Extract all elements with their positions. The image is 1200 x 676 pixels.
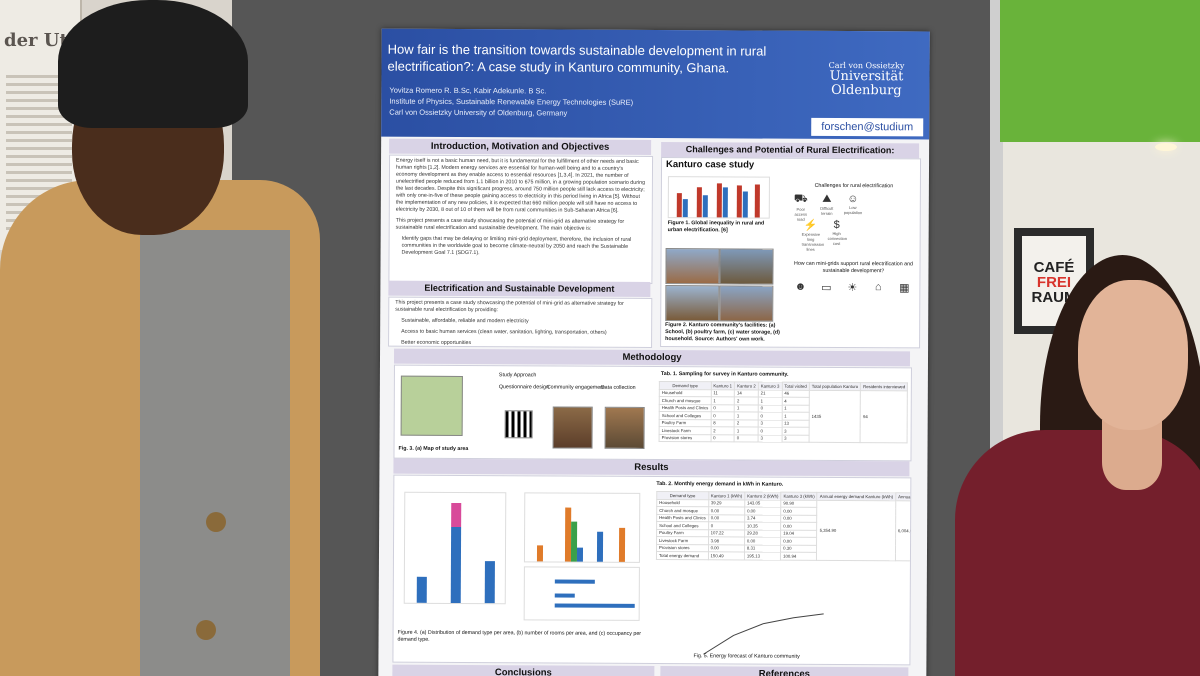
study-area-map bbox=[400, 375, 463, 436]
tab1-header-cell: Kanturo 1 bbox=[710, 381, 735, 390]
tab2-header-cell: Kanturo 1 (kWh) bbox=[708, 491, 745, 500]
road-icon: ⛟ Poor access road bbox=[792, 193, 810, 222]
poster-header: How fair is the transition towards susta… bbox=[381, 28, 930, 140]
challenges-title: Challenges for rural electrification bbox=[814, 182, 894, 190]
section-intro-heading: Introduction, Motivation and Objectives bbox=[389, 138, 652, 155]
figure-4c-chart bbox=[523, 566, 640, 621]
tab2-annual: 5,354.90 bbox=[816, 499, 896, 561]
woman-neck bbox=[1102, 420, 1162, 490]
minigrid-icons-row: ☻ ▭ ☀ ⌂ ▦ bbox=[791, 281, 913, 295]
challenges-icons-row-1: ⛟ Poor access road ⛰ Difficult terrain ☺ Lo… bbox=[792, 193, 862, 222]
poster-title: How fair is the transition towards susta… bbox=[387, 41, 767, 76]
challenges-icons-row-2: ⚡ Expensive long transmission lines $ High… bbox=[801, 218, 848, 252]
transmission-icon-label: Expensive long transmission lines bbox=[801, 231, 825, 252]
green-wall-panel bbox=[1000, 0, 1200, 142]
research-poster: How fair is the transition towards susta… bbox=[378, 28, 930, 676]
results-panel: Figure 4. (a) Distribution of demand typ… bbox=[392, 474, 912, 666]
intro-text: Energy itself is not a basic human need,… bbox=[395, 157, 646, 214]
photo-poultry-farm bbox=[719, 248, 774, 285]
cost-icon: $ High connection cost bbox=[827, 218, 848, 246]
table-1: Demand type Kanturo 1 Kanturo 2 Kanturo … bbox=[659, 381, 909, 443]
factory-icon: ▦ bbox=[899, 282, 910, 295]
solar-icon: ☀ bbox=[847, 282, 858, 295]
photo-school bbox=[665, 248, 720, 285]
figure-5-caption: Fig. 5. Energy forecast of Kanturo commu… bbox=[693, 653, 800, 660]
figure-4a-chart bbox=[403, 491, 507, 605]
electrification-text: This project presents a case study showc… bbox=[395, 299, 624, 314]
man-sweater bbox=[140, 230, 290, 676]
sign-line-2: FREI bbox=[1036, 274, 1072, 291]
community-photo bbox=[552, 406, 593, 449]
coat-button bbox=[206, 512, 226, 532]
population-icon: ☺ Low population bbox=[843, 193, 863, 216]
woman-face bbox=[1078, 280, 1188, 430]
minigrid-question: How can mini-grids support rural electri… bbox=[794, 260, 913, 275]
ceiling-light bbox=[1155, 143, 1177, 151]
table-2: Demand type Kanturo 1 (kWh) Kanturo 2 (k… bbox=[656, 491, 912, 561]
poster-university: Carl von Ossietzky University of Oldenbu… bbox=[389, 107, 568, 118]
section-challenges-heading: Challenges and Potential of Rural Electr… bbox=[661, 142, 920, 159]
figure-4-caption: Figure 4. (a) Distribution of demand typ… bbox=[397, 629, 642, 643]
tab2-header-cell: Kanturo 2 (kWh) bbox=[744, 491, 781, 500]
figure-2-caption: Figure 2. Kanturo community's facilities… bbox=[665, 322, 780, 343]
transmission-tower-icon: ⚡ Expensive long transmission lines bbox=[801, 219, 825, 252]
intro-panel: Energy itself is not a basic human need,… bbox=[388, 154, 654, 284]
method-box-3: Data collection bbox=[600, 384, 636, 391]
table-2-caption: Tab. 2. Monthly energy demand in kWh in … bbox=[656, 481, 784, 488]
sign-line-1: CAFÉ bbox=[1033, 259, 1075, 276]
tab1-header-cell: Kanturo 3 bbox=[758, 382, 782, 390]
university-logo: Carl von Ossietzky Universität Oldenburg bbox=[811, 61, 921, 99]
section-electrification-heading: Electrification and Sustainable Developm… bbox=[388, 280, 651, 297]
cost-icon-label: High connection cost bbox=[827, 230, 848, 246]
figure-1-caption: Figure 1. Global inequality in rural and… bbox=[667, 220, 765, 234]
kanturo-case-heading: Kanturo case study bbox=[665, 159, 755, 171]
tab1-header-cell: Total visited bbox=[781, 382, 810, 390]
intro-bullet: Identify gaps that may be delaying or li… bbox=[401, 235, 632, 257]
terrain-icon: ⛰ Difficult terrain bbox=[818, 193, 836, 222]
photo-household bbox=[719, 285, 774, 322]
study-approach-label: Study Approach bbox=[498, 372, 537, 379]
coat-button bbox=[196, 620, 216, 640]
house-icon: ⌂ bbox=[875, 281, 882, 294]
section-methodology-heading: Methodology bbox=[393, 348, 911, 367]
tab2-germany: 6,004.00 bbox=[895, 500, 912, 561]
method-box-1: Questionnaire design bbox=[498, 384, 549, 391]
challenges-panel: Kanturo case study Figure 1. Global ineq… bbox=[660, 157, 922, 349]
tab1-total-pop: 1435 bbox=[809, 389, 861, 443]
people-icon: ☻ bbox=[794, 280, 807, 293]
electrification-panel: This project presents a case study showc… bbox=[388, 296, 653, 348]
section-conclusions-heading: Conclusions bbox=[392, 664, 655, 676]
tab1-header-cell: Kanturo 2 bbox=[734, 381, 759, 390]
figure-3-caption: Fig. 3. (a) Map of study area bbox=[398, 445, 469, 453]
photo-water-storage bbox=[665, 285, 720, 322]
logo-line-3: Oldenburg bbox=[831, 82, 902, 99]
terrain-icon-label: Difficult terrain bbox=[820, 205, 834, 216]
figure-1-chart bbox=[667, 176, 770, 219]
table-1-caption: Tab. 1. Sampling for survey in Kanturo c… bbox=[660, 371, 789, 378]
method-box-2: Community engagement bbox=[546, 384, 605, 391]
electrification-bullet-3: Better economic opportunities bbox=[401, 339, 472, 347]
population-icon-label: Low population bbox=[843, 205, 863, 216]
poster-authors-block: Yovitza Romero R. B.Sc, Kabir Adekunle. … bbox=[389, 85, 633, 119]
logo-tag: forschen@studium bbox=[811, 117, 924, 137]
man-beanie bbox=[58, 0, 248, 128]
methodology-panel: Fig. 3. (a) Map of study area Study Appr… bbox=[393, 364, 912, 462]
qr-code-icon bbox=[504, 410, 533, 439]
intro-text-2: This project presents a case study showc… bbox=[395, 217, 625, 232]
section-references-heading: References bbox=[660, 666, 909, 676]
data-collection-photo bbox=[604, 406, 645, 449]
section-results-heading: Results bbox=[393, 458, 910, 477]
tab1-interviewed: 94 bbox=[860, 390, 908, 443]
battery-icon: ▭ bbox=[821, 281, 832, 294]
figure-5-chart bbox=[703, 613, 824, 655]
woman-top bbox=[955, 430, 1200, 676]
figure-4b-chart bbox=[523, 492, 641, 563]
